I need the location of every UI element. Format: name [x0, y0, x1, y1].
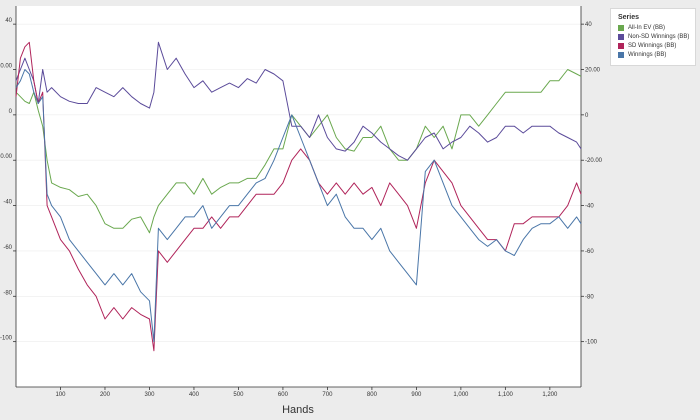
y-tick-label-right: 0 — [585, 113, 589, 119]
plot-area — [16, 6, 581, 387]
legend-swatch — [618, 34, 624, 40]
y-tick-label-right: -100 — [585, 340, 598, 346]
x-tick-label: 500 — [233, 392, 244, 398]
y-tick-label-left: -40 — [3, 200, 12, 206]
series-line-winnings-bb — [15, 69, 582, 343]
legend-swatch — [618, 43, 624, 49]
x-tick-label: 1,000 — [453, 392, 469, 398]
legend-label: Winnings (BB) — [628, 52, 667, 58]
x-tick-label: 400 — [189, 392, 200, 398]
y-tick-label-right: -40 — [585, 204, 594, 210]
legend-label: Non-SD Winnings (BB) — [628, 34, 690, 40]
legend-swatch — [618, 52, 624, 58]
legend-item-all-in-ev[interactable]: All-In EV (BB) — [618, 24, 688, 32]
x-tick-label: 1,200 — [542, 392, 558, 398]
y-tick-label-right: 20.00 — [585, 68, 601, 74]
legend-label: All-In EV (BB) — [628, 25, 666, 31]
x-tick-label: 200 — [100, 392, 111, 398]
legend-label: SD Winnings (BB) — [628, 43, 677, 49]
y-tick-label-right: -60 — [585, 249, 594, 255]
y-tick-label-left: 20.00 — [0, 64, 13, 70]
y-tick-label-left: 0 — [9, 109, 13, 115]
y-tick-label-left: -60 — [3, 245, 12, 251]
series-line-sd-winnings-bb — [15, 41, 582, 352]
x-tick-label: 700 — [322, 392, 333, 398]
x-axis-title: Hands — [282, 404, 314, 416]
y-tick-label-right: -80 — [585, 294, 594, 300]
x-tick-label: 600 — [278, 392, 289, 398]
legend-title: Series — [618, 14, 640, 21]
legend-item-sd-winnings[interactable]: SD Winnings (BB) — [618, 42, 688, 50]
x-tick-label: 100 — [55, 392, 66, 398]
series-lines — [15, 41, 582, 352]
legend: Series All-In EV (BB) Non-SD Winnings (B… — [610, 8, 696, 66]
y-tick-label-left: 40 — [5, 18, 12, 24]
legend-item-winnings[interactable]: Winnings (BB) — [618, 51, 688, 59]
grid-lines — [16, 23, 581, 342]
y-tick-label-left: -20.00 — [0, 154, 13, 160]
y-tick-label-left: -80 — [3, 290, 12, 296]
series-line-non-sd-winnings-bb — [15, 41, 582, 161]
x-tick-label: 900 — [411, 392, 422, 398]
y-tick-label-left: -100 — [0, 336, 13, 342]
x-tick-label: 800 — [367, 392, 378, 398]
x-tick-label: 1,100 — [498, 392, 514, 398]
legend-item-non-sd-winnings[interactable]: Non-SD Winnings (BB) — [618, 33, 690, 41]
x-tick-label: 300 — [144, 392, 155, 398]
y-tick-label-right: 40 — [585, 22, 592, 28]
legend-swatch — [618, 25, 624, 31]
y-tick-label-right: -20.00 — [585, 158, 603, 164]
axis-ticks: 40 20.00 0 -20.00 -40 -60 -80 -100 40 20.00 0 -20.0… — [0, 18, 603, 398]
